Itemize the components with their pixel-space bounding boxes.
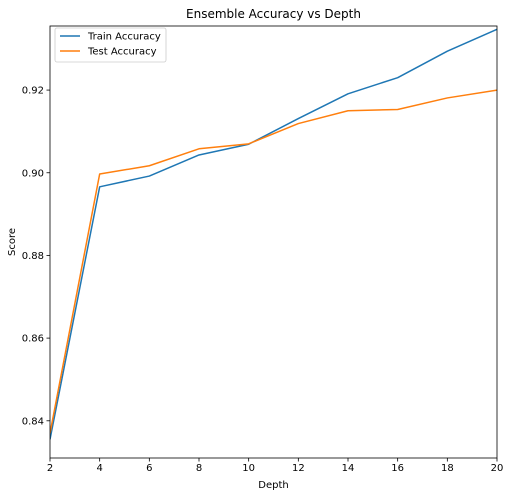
x-tick-label: 2 (47, 463, 53, 474)
y-axis-ticks: 0.84 0.86 0.88 0.90 0.92 (22, 86, 50, 427)
x-tick-label: 14 (342, 463, 355, 474)
y-tick-label: 0.84 (22, 416, 44, 427)
x-tick-label: 16 (391, 463, 404, 474)
train-accuracy-legend-label: Train Accuracy (87, 32, 161, 43)
plot-frame (49, 25, 498, 459)
test-accuracy-line (50, 89, 497, 434)
x-axis-ticks: 2 4 6 8 10 12 14 16 18 20 (47, 458, 504, 474)
x-tick-label: 6 (146, 463, 152, 474)
y-tick-label: 0.88 (22, 251, 44, 262)
x-tick-label: 10 (242, 463, 255, 474)
y-tick-label: 0.86 (22, 334, 44, 345)
y-axis-label: Score (7, 228, 18, 256)
legend-box (54, 27, 167, 63)
legend: Train Accuracy Test Accuracy (54, 27, 167, 63)
test-accuracy-legend-label: Test Accuracy (87, 47, 157, 58)
train-accuracy-line (50, 28, 497, 440)
x-tick-label: 20 (491, 463, 504, 474)
x-tick-label: 8 (196, 463, 202, 474)
y-tick-label: 0.92 (22, 86, 44, 97)
x-tick-label: 18 (441, 463, 454, 474)
plot-area (50, 28, 497, 440)
x-tick-label: 4 (96, 463, 102, 474)
x-tick-label: 12 (292, 463, 305, 474)
chart-title: Ensemble Accuracy vs Depth (186, 7, 361, 21)
y-tick-label: 0.90 (22, 168, 44, 179)
x-axis-label: Depth (258, 480, 288, 491)
